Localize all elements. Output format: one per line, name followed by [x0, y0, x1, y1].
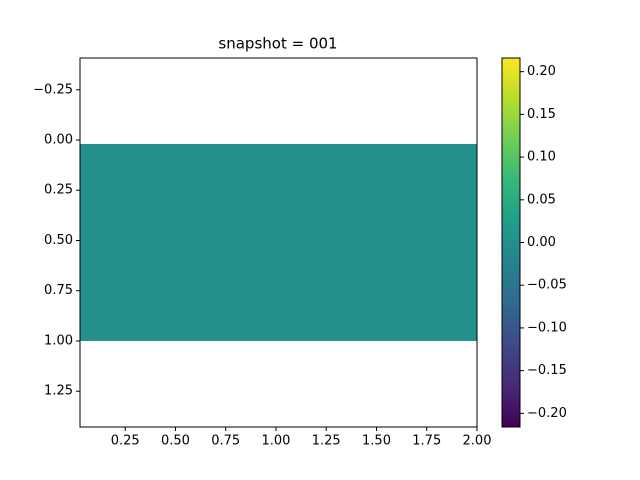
x-tick-label: 1.75	[412, 434, 441, 449]
y-tick-label: 0.25	[44, 183, 73, 198]
y-tick-label: 0.00	[44, 133, 73, 148]
colorbar-tick-label: 0.20	[527, 64, 556, 79]
colorbar-tick-label: 0.10	[527, 150, 556, 165]
y-tick-label: 1.25	[44, 384, 73, 399]
colorbar-tick-label: −0.20	[527, 406, 567, 421]
y-tick-label: −0.25	[33, 82, 73, 97]
colorbar	[501, 57, 521, 428]
y-tick-label: 0.75	[44, 283, 73, 298]
plot-frame	[79, 57, 478, 428]
y-tick-label: 1.00	[44, 333, 73, 348]
colorbar-tick-label: −0.10	[527, 320, 567, 335]
colorbar-tick-label: −0.15	[527, 363, 567, 378]
x-tick-label: 0.25	[111, 434, 140, 449]
x-tick-label: 1.50	[362, 434, 391, 449]
chart-title: snapshot = 001	[218, 35, 337, 53]
colorbar-tick-label: 0.15	[527, 107, 556, 122]
x-tick-label: 1.25	[312, 434, 341, 449]
y-tick-label: 0.50	[44, 233, 73, 248]
x-tick-label: 0.50	[161, 434, 190, 449]
colorbar-tick-label: 0.05	[527, 192, 556, 207]
colorbar-tick-label: 0.00	[527, 235, 556, 250]
x-tick-label: 2.00	[463, 434, 492, 449]
colorbar-tick-label: −0.05	[527, 278, 567, 293]
heatmap-cell	[80, 144, 477, 341]
x-tick-label: 0.75	[211, 434, 240, 449]
x-tick-label: 1.00	[262, 434, 291, 449]
